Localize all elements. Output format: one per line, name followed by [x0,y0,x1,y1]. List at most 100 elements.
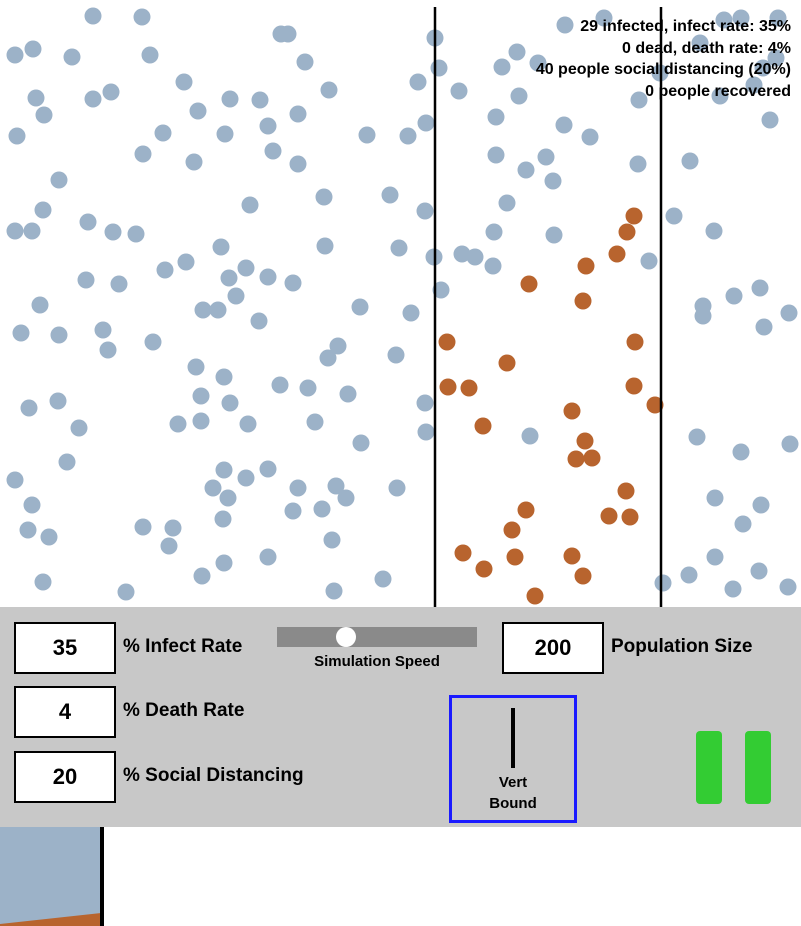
healthy-person [221,394,239,412]
healthy-person [711,87,729,105]
healthy-person [327,477,345,495]
healthy-person [31,296,49,314]
healthy-person [216,125,234,143]
healthy-person [374,570,392,588]
healthy-person [732,443,750,461]
healthy-person [725,287,743,305]
population-size-label: Population Size [611,636,753,657]
vert-bound-button[interactable]: Vert Bound [449,695,577,823]
healthy-person [63,48,81,66]
healthy-person [537,148,555,166]
healthy-person [581,128,599,146]
vertical-line-icon [511,708,515,768]
healthy-person [654,574,672,592]
healthy-person [156,261,174,279]
vert-bound-label-line2: Bound [489,795,537,812]
infected-person [625,377,643,395]
healthy-person [761,111,779,129]
healthy-person [517,161,535,179]
healthy-person [177,253,195,271]
healthy-person [35,106,53,124]
healthy-person [416,202,434,220]
healthy-person [484,257,502,275]
healthy-person [264,142,282,160]
healthy-person [688,428,706,446]
healthy-person [227,287,245,305]
healthy-person [117,583,135,601]
healthy-person [325,582,343,600]
healthy-person [498,194,516,212]
healthy-person [750,562,768,580]
healthy-person [754,59,772,77]
healthy-person [237,469,255,487]
healthy-person [271,376,289,394]
healthy-person [755,318,773,336]
healthy-person [399,127,417,145]
healthy-person [680,566,698,584]
healthy-person [34,573,52,591]
healthy-person [237,259,255,277]
infected-person [454,544,472,562]
healthy-person [724,580,742,598]
healthy-person [34,201,52,219]
healthy-person [110,275,128,293]
healthy-person [493,58,511,76]
healthy-person [320,81,338,99]
healthy-person [780,304,798,322]
healthy-person [99,341,117,359]
infected-person [618,223,636,241]
healthy-person [487,108,505,126]
healthy-person [705,222,723,240]
simulation-speed-slider[interactable] [277,627,477,647]
healthy-person [315,188,333,206]
healthy-person [189,102,207,120]
healthy-person [329,337,347,355]
healthy-person [339,385,357,403]
control-panel: 35 % Infect Rate 4 % Death Rate 20 % Soc… [0,607,801,827]
infected-person [517,501,535,519]
infected-person [438,333,456,351]
healthy-person [402,304,420,322]
healthy-person [204,479,222,497]
healthy-person [706,548,724,566]
healthy-person [430,59,448,77]
infection-graph [0,827,104,926]
infected-person [625,207,643,225]
infected-person [506,548,524,566]
social-distancing-input[interactable]: 20 [14,751,116,803]
healthy-person [416,394,434,412]
healthy-person [715,11,733,29]
healthy-person [387,346,405,364]
healthy-person [219,489,237,507]
healthy-person [209,301,227,319]
healthy-person [24,40,42,58]
healthy-person [241,196,259,214]
healthy-person [250,312,268,330]
healthy-person [681,152,699,170]
population-size-input[interactable]: 200 [502,622,604,674]
infected-person [576,432,594,450]
pause-button[interactable] [690,725,778,811]
healthy-person [284,274,302,292]
infected-person [608,245,626,263]
healthy-person [221,90,239,108]
healthy-person [390,239,408,257]
healthy-person [485,223,503,241]
healthy-person [487,146,505,164]
healthy-person [214,510,232,528]
death-rate-input[interactable]: 4 [14,686,116,738]
healthy-person [296,53,314,71]
healthy-person [706,489,724,507]
simulation-speed-thumb[interactable] [336,627,357,647]
pause-icon-right-bar [745,731,771,804]
simulation-area: 29 infected, infect rate: 35% 0 dead, de… [6,7,799,607]
healthy-person [351,298,369,316]
infect-rate-input[interactable]: 35 [14,622,116,674]
infected-person [439,378,457,396]
infected-stat: 29 infected, infect rate: 35% [580,18,791,35]
healthy-person [194,301,212,319]
healthy-person [192,387,210,405]
healthy-person [70,419,88,437]
graph-edge [100,827,104,926]
infect-rate-label: % Infect Rate [123,636,243,657]
